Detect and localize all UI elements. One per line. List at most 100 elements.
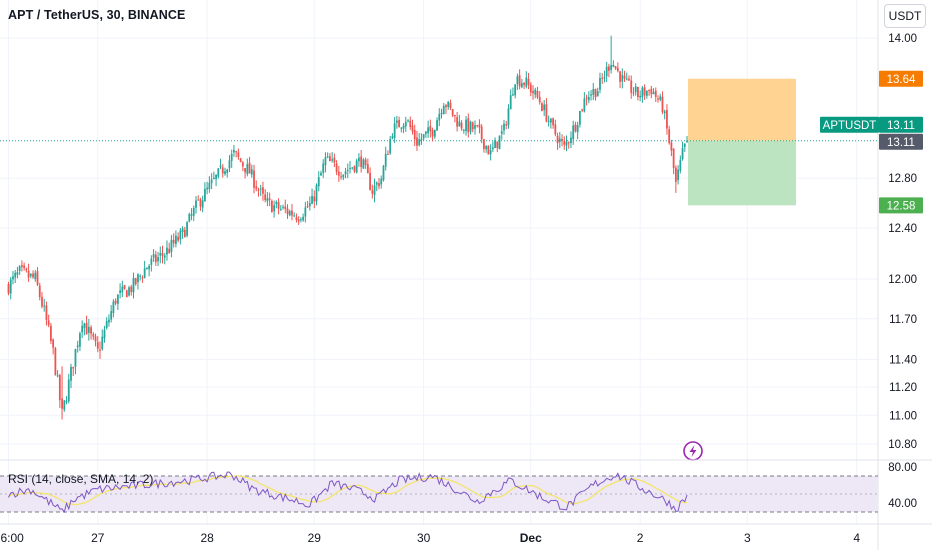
entry-price-badge-bg <box>879 116 923 133</box>
candle <box>204 182 206 202</box>
candle <box>581 108 584 113</box>
candle <box>201 195 204 213</box>
target-price-badge-bg <box>879 70 923 87</box>
candle-body <box>9 279 12 294</box>
candle-body <box>188 213 191 222</box>
candle <box>81 320 84 338</box>
candle-body <box>445 105 447 108</box>
candle-body <box>195 200 197 208</box>
candle-body <box>130 286 133 293</box>
candle-body <box>20 265 23 268</box>
candle <box>183 226 186 238</box>
candle-body <box>282 206 284 208</box>
candle <box>436 117 438 131</box>
candle-body <box>608 66 610 71</box>
candle-body <box>610 65 613 70</box>
candle-body <box>605 66 608 77</box>
candle-body <box>666 109 668 129</box>
candle-body <box>438 113 441 121</box>
candle <box>578 110 581 128</box>
candle <box>400 127 403 133</box>
candle <box>657 95 659 103</box>
candle-body <box>128 287 130 296</box>
candle <box>96 336 99 353</box>
candle-body <box>587 96 590 101</box>
candle-body <box>43 305 46 307</box>
candle-body <box>253 170 255 188</box>
candle-body <box>157 257 159 262</box>
candle <box>592 82 595 101</box>
candle <box>621 68 624 89</box>
candle-body <box>574 124 577 132</box>
candle-body <box>29 273 32 277</box>
candle-body <box>467 118 470 133</box>
candle-body <box>489 150 492 155</box>
candle <box>306 200 309 208</box>
candle-body <box>358 157 360 162</box>
price-tick-label: 14.00 <box>888 33 917 45</box>
candle <box>125 289 128 298</box>
time-tick-label: 30 <box>417 531 431 545</box>
candle <box>371 184 374 199</box>
candle <box>346 163 349 179</box>
candle-body <box>674 167 677 182</box>
candle-body <box>34 272 37 280</box>
candle <box>161 245 164 264</box>
candle <box>74 348 77 375</box>
candle-body <box>105 321 108 329</box>
candle <box>128 285 130 297</box>
candle <box>145 267 148 270</box>
candle <box>476 125 479 128</box>
candle-body <box>536 90 539 98</box>
candle-body <box>145 267 148 270</box>
candle <box>47 314 50 328</box>
candle-body <box>137 274 139 283</box>
candle <box>545 98 548 123</box>
candle <box>616 62 619 73</box>
candle-body <box>235 151 238 153</box>
rsi-indicator-label[interactable]: RSI (14, close, SMA, 14, 2) <box>8 472 154 486</box>
candle-body <box>197 199 200 201</box>
candle-body <box>485 146 488 150</box>
candle <box>79 331 81 352</box>
candle <box>237 148 240 160</box>
candle-body <box>179 230 182 240</box>
candle-body <box>572 125 575 140</box>
candle-body <box>221 167 224 174</box>
candle-body <box>476 125 479 127</box>
candle <box>114 298 117 306</box>
candle-body <box>344 171 347 175</box>
lightning-icon-bolt <box>689 445 697 457</box>
candle-body <box>570 137 572 144</box>
candle <box>527 72 530 90</box>
candle-body <box>686 140 688 143</box>
candle <box>538 91 541 105</box>
candle-body <box>210 179 213 184</box>
candle-body <box>668 129 671 144</box>
candle <box>152 249 155 262</box>
currency-button[interactable]: USDT <box>884 4 926 28</box>
candle <box>329 153 331 162</box>
candle <box>29 273 32 279</box>
candle <box>324 152 327 173</box>
candle-body <box>175 235 177 245</box>
candle <box>56 370 59 378</box>
candle-body <box>469 121 472 132</box>
candle <box>163 252 166 265</box>
candle-body <box>61 398 63 409</box>
candle-body <box>567 142 570 144</box>
candle-body <box>529 84 532 93</box>
price-tick-label: 11.20 <box>889 382 917 394</box>
candle <box>61 366 63 420</box>
candle <box>491 141 494 152</box>
candle-body <box>311 195 313 204</box>
candle <box>335 160 338 176</box>
candle <box>342 174 345 181</box>
candle <box>331 152 334 163</box>
candle-body <box>7 284 10 294</box>
target-zone <box>688 78 796 141</box>
candle <box>264 189 267 203</box>
candle <box>16 266 19 279</box>
candle <box>297 216 300 225</box>
